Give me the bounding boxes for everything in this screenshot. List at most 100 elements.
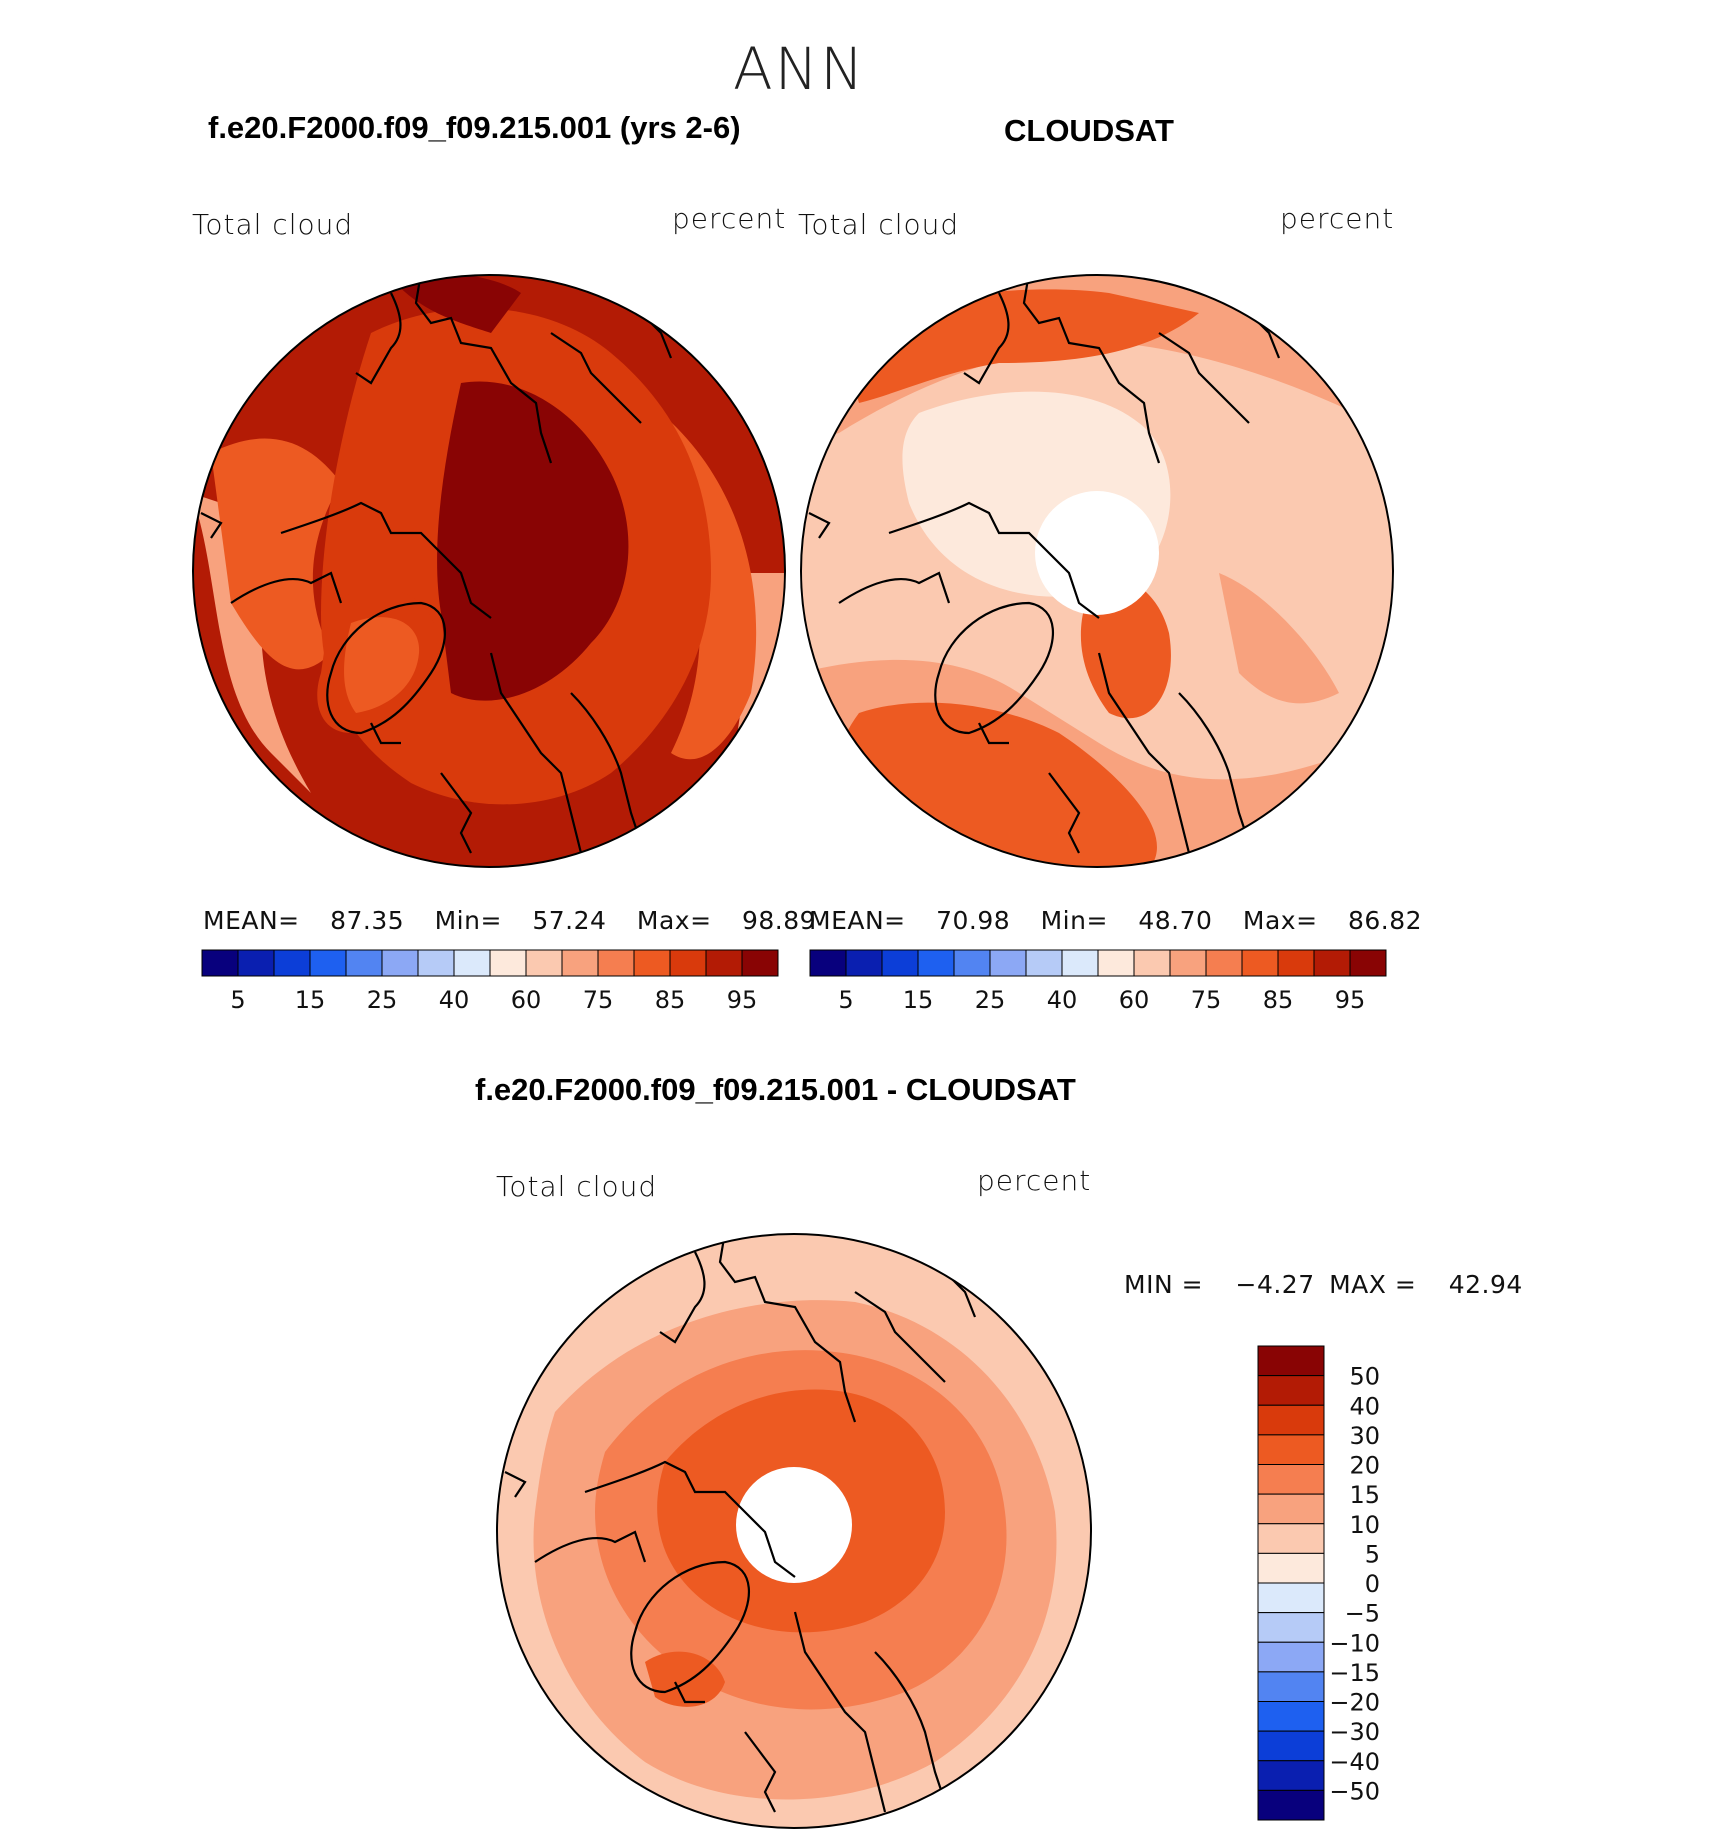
right-colorbar-box <box>1349 949 1387 977</box>
left-colorbar-box <box>345 949 383 977</box>
diff-min-label: MIN = <box>1124 1270 1204 1299</box>
diff-min-value: −4.27 <box>1235 1270 1315 1299</box>
right-colorbar-box <box>1097 949 1135 977</box>
diff-polar-map <box>496 1233 1092 1829</box>
diff-colorbar-tick-label: −50 <box>1329 1777 1380 1805</box>
diff-colorbar-box <box>1257 1730 1325 1762</box>
left-stats: MEAN= 87.35 Min= 57.24 Max= 98.89 <box>203 906 816 935</box>
diff-colorbar-tick-label: 50 <box>1349 1363 1380 1391</box>
right-mean-label: MEAN= <box>809 906 906 935</box>
right-colorbar-box <box>809 949 847 977</box>
right-colorbar-tick-label: 40 <box>1047 986 1078 1014</box>
left-polar-map <box>192 274 786 868</box>
left-greenland-pale <box>344 617 420 713</box>
left-mean-value: 87.35 <box>330 906 405 935</box>
diff-colorbar-box <box>1257 1375 1325 1406</box>
diff-colorbar-tick-label: −10 <box>1329 1629 1380 1657</box>
right-stats: MEAN= 70.98 Min= 48.70 Max= 86.82 <box>809 906 1422 935</box>
right-colorbar-box <box>1241 949 1279 977</box>
diff-colorbar-tick-label: 30 <box>1349 1422 1380 1450</box>
right-colorbar-tick-label: 75 <box>1191 986 1222 1014</box>
right-mean-value: 70.98 <box>936 906 1011 935</box>
right-max-label: Max= <box>1242 906 1318 935</box>
left-colorbar-tick-label: 25 <box>367 986 398 1014</box>
diff-colorbar-tick-label: −5 <box>1345 1600 1380 1628</box>
left-coastlines <box>200 275 673 854</box>
left-min-value: 57.24 <box>532 906 607 935</box>
diff-colorbar-box <box>1257 1641 1325 1673</box>
left-colorbar-box <box>597 949 635 977</box>
right-colorbar-tick-label: 15 <box>903 986 934 1014</box>
diff-colorbar-box <box>1257 1612 1325 1643</box>
diff-colorbar-box <box>1257 1552 1325 1584</box>
diff-colorbar-tick-label: 15 <box>1349 1481 1380 1509</box>
left-units-label: percent <box>672 202 787 235</box>
left-colorbar-box <box>381 949 419 977</box>
diff-colorbar-tick-label: −20 <box>1329 1689 1380 1717</box>
diff-colorbar-tick-label: 20 <box>1349 1452 1380 1480</box>
right-colorbar-tick-label: 25 <box>975 986 1006 1014</box>
right-colorbar-box <box>989 949 1027 977</box>
left-field-dark <box>391 275 629 701</box>
right-missing-data <box>1035 491 1159 615</box>
left-map-border <box>192 274 786 868</box>
diff-colorbar-box <box>1257 1493 1325 1525</box>
right-colorbar-box <box>1313 949 1351 977</box>
right-colorbar-box <box>1169 949 1207 977</box>
left-colorbar-box <box>705 949 743 977</box>
right-colorbar-box <box>1025 949 1063 977</box>
left-colorbar-tick-label: 85 <box>655 986 686 1014</box>
left-colorbar-box <box>417 949 455 977</box>
right-polar-map <box>800 274 1394 868</box>
left-colorbar-tick-label: 5 <box>230 986 245 1014</box>
diff-colorbar-tick-label: 0 <box>1365 1570 1380 1598</box>
diff-max-label: MAX = <box>1329 1270 1417 1299</box>
left-max-label: Max= <box>636 906 712 935</box>
diff-colorbar-tick-label: −15 <box>1329 1659 1380 1687</box>
left-colorbar-box <box>453 949 491 977</box>
right-coastlines <box>808 275 1281 854</box>
diff-colorbar-tick-label: 10 <box>1349 1511 1380 1539</box>
panel-left-title: f.e20.F2000.f09_f09.215.001 (yrs 2-6) <box>208 110 741 145</box>
diff-colorbar-tick-label: 5 <box>1365 1540 1380 1568</box>
left-variable-label: Total cloud <box>192 208 354 241</box>
diff-colorbar-box <box>1257 1523 1325 1554</box>
left-colorbar: 5 15 25 40 60 75 85 95 <box>201 949 779 1014</box>
left-colorbar-box <box>525 949 563 977</box>
diff-variable-label: Total cloud <box>496 1170 658 1203</box>
diff-colorbar-tick-label: −30 <box>1329 1718 1380 1746</box>
diff-units-label: percent <box>977 1164 1092 1197</box>
right-colorbar-tick-label: 85 <box>1263 986 1294 1014</box>
left-colorbar-box <box>237 949 275 977</box>
right-colorbar-box <box>881 949 919 977</box>
plot-title: ANN <box>733 35 866 103</box>
left-colorbar-tick-label: 40 <box>439 986 470 1014</box>
diff-colorbar-box <box>1257 1345 1325 1377</box>
right-colorbar-box <box>953 949 991 977</box>
right-min-label: Min= <box>1040 906 1108 935</box>
left-colorbar-box <box>309 949 347 977</box>
right-colorbar-box <box>1277 949 1315 977</box>
left-max-value: 98.89 <box>742 906 817 935</box>
diff-coastlines <box>504 1234 977 1813</box>
right-variable-label: Total cloud <box>798 208 960 241</box>
diff-colorbar-box <box>1257 1434 1325 1465</box>
right-colorbar-tick-label: 95 <box>1335 986 1366 1014</box>
right-colorbar: 5 15 25 40 60 75 85 95 <box>809 949 1387 1014</box>
diff-colorbar-box <box>1257 1671 1325 1702</box>
right-field-orange <box>828 289 1199 867</box>
left-field-light <box>211 413 757 760</box>
left-colorbar-box <box>633 949 671 977</box>
left-colorbar-tick-label: 95 <box>727 986 758 1014</box>
left-colorbar-box <box>201 949 239 977</box>
right-units-label: percent <box>1280 202 1395 235</box>
diff-colorbar-tick-label: −40 <box>1329 1748 1380 1776</box>
left-colorbar-box <box>741 949 779 977</box>
diff-stats: MIN = −4.27 MAX = 42.94 <box>1124 1270 1523 1299</box>
panel-right-title: CLOUDSAT <box>1004 113 1174 148</box>
right-colorbar-tick-label: 5 <box>838 986 853 1014</box>
diff-colorbar-box <box>1257 1701 1325 1732</box>
right-map-border <box>800 274 1394 868</box>
right-colorbar-tick-label: 60 <box>1119 986 1150 1014</box>
